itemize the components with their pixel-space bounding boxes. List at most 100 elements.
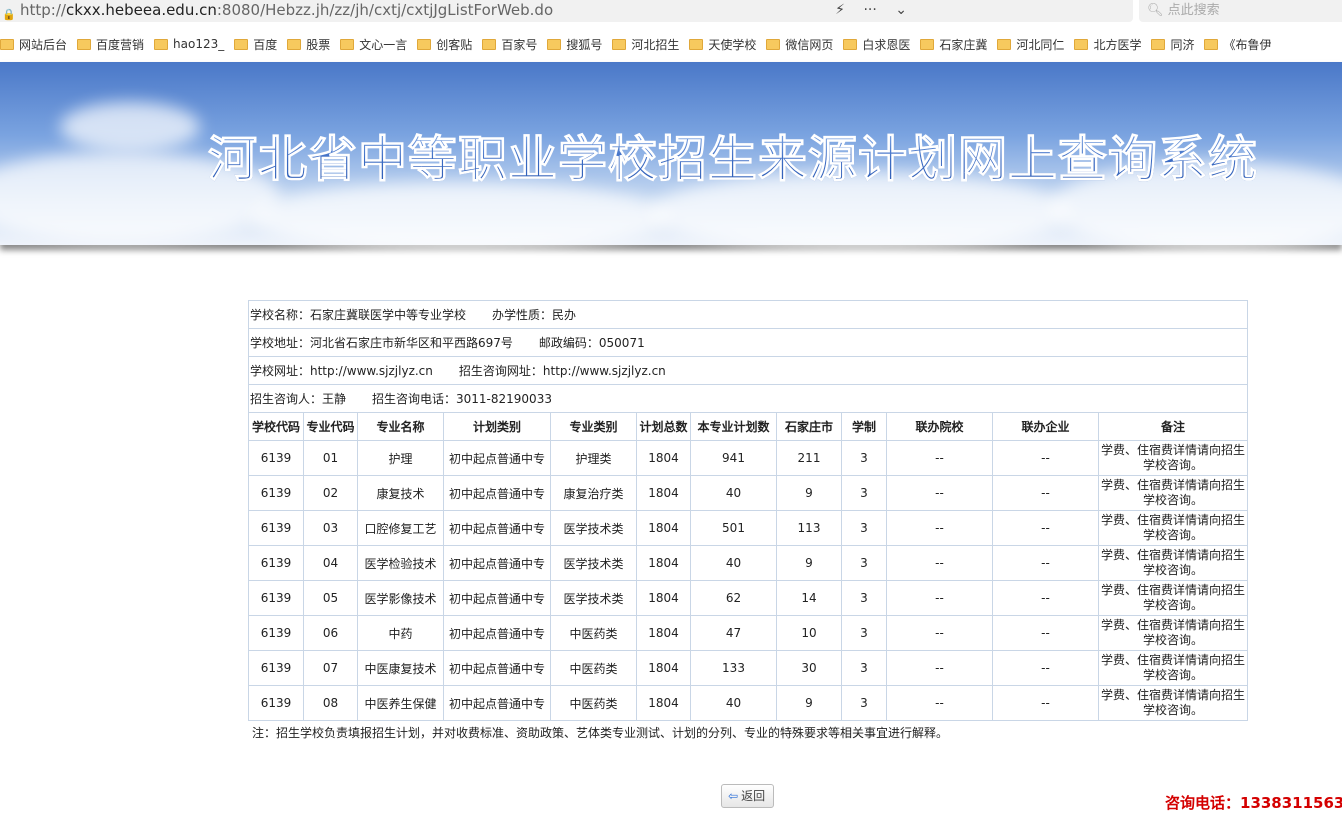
column-header: 备注 (1098, 412, 1248, 441)
column-header: 计划总数 (636, 412, 691, 441)
folder-icon (0, 38, 14, 50)
bookmark-item[interactable]: hao123_ (154, 30, 224, 58)
folder-icon (920, 38, 935, 50)
table-cell: 941 (690, 440, 777, 476)
table-cell: -- (992, 510, 1099, 546)
bookmark-item[interactable]: 搜狐号 (547, 30, 602, 58)
table-cell: 3 (841, 650, 887, 686)
bookmark-item[interactable]: 股票 (287, 30, 330, 58)
table-cell: 9 (776, 475, 842, 511)
table-cell: -- (992, 440, 1099, 476)
table-cell: 1804 (636, 545, 691, 581)
bookmark-item[interactable]: 百度营销 (77, 30, 144, 58)
table-cell: 1804 (636, 615, 691, 651)
school-address: 学校地址：河北省石家庄市新华区和平西路697号 (250, 336, 513, 350)
school-nature: 办学性质：民办 (492, 308, 577, 322)
search-input[interactable]: 🔍︎ 点此搜索 (1139, 0, 1342, 22)
table-cell: -- (886, 685, 993, 721)
table-cell: 初中起点普通中专 (443, 440, 551, 476)
table-cell: 6139 (248, 650, 304, 686)
table-cell: 1804 (636, 440, 691, 476)
folder-icon (340, 38, 355, 50)
table-cell: 3 (841, 510, 887, 546)
table-cell: 9 (776, 545, 842, 581)
table-cell: 初中起点普通中专 (443, 615, 551, 651)
consult-website: 招生咨询网址：http://www.sjzjlyz.cn (458, 364, 666, 378)
table-cell: 初中起点普通中专 (443, 650, 551, 686)
bookmark-item[interactable]: 微信网页 (766, 30, 833, 58)
table-cell: -- (886, 510, 993, 546)
contact-person: 招生咨询人：王静 (250, 392, 347, 406)
search-icon: 🔍︎ (1147, 3, 1168, 18)
folder-icon (689, 38, 704, 50)
table-cell: -- (992, 685, 1099, 721)
address-bar[interactable]: 🔒 http://ckxx.hebeea.edu.cn:8080/Hebzz.j… (0, 0, 1133, 22)
table-cell: 47 (690, 615, 777, 651)
bookmark-item[interactable]: 文心一言 (340, 30, 407, 58)
folder-icon (482, 38, 497, 50)
bookmark-item[interactable]: 北方医学 (1074, 30, 1141, 58)
table-cell: 学费、住宿费详情请向招生学校咨询。 (1098, 615, 1248, 651)
table-cell: 6139 (248, 545, 304, 581)
bookmark-item[interactable]: 白求恩医 (843, 30, 910, 58)
bookmark-item[interactable]: 《布鲁伊 (1204, 30, 1271, 58)
column-header: 专业类别 (550, 412, 637, 441)
bookmark-item[interactable]: 同济 (1151, 30, 1194, 58)
table-cell: 113 (776, 510, 842, 546)
folder-icon (1204, 38, 1219, 50)
table-row: 6139 02 康复技术 初中起点普通中专 康复治疗类 1804 40 9 3 -- -- 学费、住宿… (248, 475, 1248, 511)
column-header: 学制 (841, 412, 887, 441)
folder-icon (997, 38, 1012, 50)
folder-icon (766, 38, 781, 50)
table-cell: 40 (690, 475, 777, 511)
bookmark-item[interactable]: 创客贴 (417, 30, 472, 58)
table-cell: -- (992, 650, 1099, 686)
footnote: 注：招生学校负责填报招生计划，并对收费标准、资助政策、艺体类专业测试、计划的分列… (252, 726, 949, 740)
bookmark-item[interactable]: 百家号 (482, 30, 537, 58)
table-cell: 初中起点普通中专 (443, 580, 551, 616)
table-cell: 中药 (357, 615, 444, 651)
insecure-icon: 🔒 (2, 8, 16, 21)
table-cell: 03 (303, 510, 358, 546)
table-cell: 中医药类 (550, 650, 637, 686)
bookmark-item[interactable]: 石家庄冀 (920, 30, 987, 58)
contact-phone: 招生咨询电话：3011-82190033 (372, 392, 552, 406)
table-cell: 3 (841, 685, 887, 721)
table-cell: 医学检验技术 (357, 545, 444, 581)
table-cell: 1804 (636, 685, 691, 721)
table-cell: -- (886, 440, 993, 476)
table-cell: 1804 (636, 580, 691, 616)
more-icon[interactable]: ··· (863, 2, 877, 18)
table-cell: 中医养生保健 (357, 685, 444, 721)
chevron-down-icon[interactable]: ⌄ (895, 2, 907, 18)
folder-icon (1074, 38, 1089, 50)
bookmark-item[interactable]: 网站后台 (0, 30, 67, 58)
table-cell: 口腔修复工艺 (357, 510, 444, 546)
table-cell: 初中起点普通中专 (443, 685, 551, 721)
table-cell: -- (992, 475, 1099, 511)
table-cell: 医学技术类 (550, 510, 637, 546)
folder-icon (287, 38, 302, 50)
back-button[interactable]: ⇦ 返回 (721, 784, 774, 808)
table-cell: 学费、住宿费详情请向招生学校咨询。 (1098, 440, 1248, 476)
table-cell: 学费、住宿费详情请向招生学校咨询。 (1098, 545, 1248, 581)
lightning-icon[interactable]: ⚡ (835, 2, 845, 18)
bookmark-item[interactable]: 河北同仁 (997, 30, 1064, 58)
table-cell: 1804 (636, 510, 691, 546)
bookmark-item[interactable]: 天使学校 (689, 30, 756, 58)
bookmark-item[interactable]: 河北招生 (612, 30, 679, 58)
table-cell: -- (886, 545, 993, 581)
table-cell: 6139 (248, 510, 304, 546)
folder-icon (77, 38, 92, 50)
watermark-phone: 咨询电话：13383115636 (1165, 794, 1342, 812)
table-cell: -- (992, 545, 1099, 581)
bookmarks-bar: 网站后台 百度营销 hao123_ 百度 股票 文心一言 创客贴 百家号 搜狐号 河北招生 天使学校… (0, 30, 1281, 58)
table-cell: 40 (690, 545, 777, 581)
table-row: 6139 05 医学影像技术 初中起点普通中专 医学技术类 1804 62 14 3 -- -- 学费… (248, 580, 1248, 616)
table-cell: 1804 (636, 650, 691, 686)
table-cell: 学费、住宿费详情请向招生学校咨询。 (1098, 475, 1248, 511)
table-cell: 3 (841, 545, 887, 581)
table-row: 6139 06 中药 初中起点普通中专 中医药类 1804 47 10 3 -- -- 学费、住宿费详… (248, 615, 1248, 651)
school-name: 学校名称：石家庄冀联医学中等专业学校 (250, 308, 467, 322)
bookmark-item[interactable]: 百度 (234, 30, 277, 58)
